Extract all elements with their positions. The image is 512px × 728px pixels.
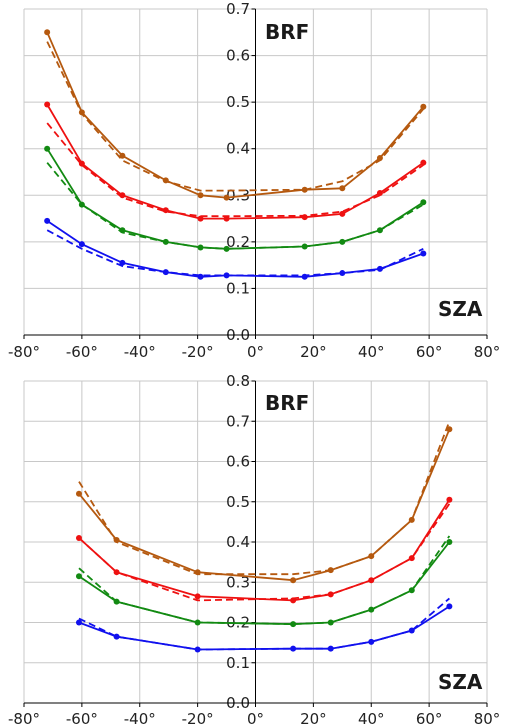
x-tick-label: 60° (416, 343, 443, 361)
series-line-5 (46, 162, 424, 250)
x-tick-label: 40° (358, 710, 385, 728)
y-tick-label: 0.5 (226, 93, 250, 111)
data-point (194, 593, 201, 600)
x-tick-label: -80° (8, 343, 40, 361)
x-tick-label: 60° (416, 710, 443, 728)
x-tick-label: 80° (474, 710, 501, 728)
y-axis-title: BRF (265, 391, 309, 415)
data-point (446, 496, 453, 503)
data-point (420, 250, 427, 257)
series-line-2 (46, 104, 424, 220)
y-tick-label: 0.5 (226, 493, 250, 511)
data-point (290, 645, 297, 652)
series-line-3 (78, 503, 451, 602)
x-tick-label: -20° (182, 343, 214, 361)
data-point (75, 490, 82, 497)
x-tick-label: 80° (474, 343, 501, 361)
data-point (44, 217, 51, 224)
data-point (446, 603, 453, 610)
y-tick-label: 0.7 (226, 412, 250, 430)
y-tick-label: 0.3 (226, 573, 250, 591)
data-point (197, 192, 204, 199)
x-tick-label: 0° (247, 710, 264, 728)
data-point (197, 244, 204, 251)
data-point (75, 573, 82, 580)
series-line-2 (78, 499, 451, 602)
data-point (446, 539, 453, 545)
data-point (420, 159, 427, 166)
y-tick-label: 0.4 (226, 140, 250, 158)
x-tick-label: -40° (124, 343, 156, 361)
data-point (290, 621, 297, 628)
series-line-0 (78, 428, 451, 582)
data-point (44, 29, 51, 36)
data-point (223, 194, 230, 201)
data-point (420, 103, 427, 110)
data-point (44, 145, 51, 152)
x-tick-label: -60° (66, 343, 98, 361)
series-line-7 (46, 229, 424, 277)
y-tick-label: 0.4 (226, 533, 250, 551)
data-point (119, 152, 126, 159)
y-tick-label: 0.8 (226, 372, 250, 390)
series-line-3 (46, 122, 424, 218)
y-tick-label: 0.7 (226, 0, 250, 18)
series-line-6 (78, 605, 450, 651)
x-tick-label: 40° (358, 343, 385, 361)
x-tick-label: -60° (66, 710, 98, 728)
x-tick-label: 20° (300, 343, 327, 361)
data-point (44, 101, 51, 108)
y-tick-label: 0.1 (226, 279, 250, 297)
series-line-4 (78, 541, 451, 625)
data-point (162, 207, 169, 214)
x-tick-label: -80° (8, 710, 40, 728)
data-point (420, 199, 427, 206)
data-point (78, 241, 85, 248)
data-point (376, 189, 383, 196)
chart-panel-top: -80° -60° -40° -20° 0° 20° 40° 60° 80°0.00.10.20… (8, 0, 500, 361)
series-line-0 (46, 31, 424, 199)
x-tick-label: -40° (124, 710, 156, 728)
y-tick-label: 0.1 (226, 654, 250, 672)
x-axis-title: SZA (438, 670, 483, 694)
series-line-1 (78, 420, 451, 576)
data-point (75, 619, 82, 626)
y-tick-label: 0.6 (226, 47, 250, 65)
x-tick-label: 0° (247, 343, 264, 361)
y-tick-label: 0.2 (226, 233, 250, 251)
x-tick-label: -20° (182, 710, 214, 728)
data-point (339, 185, 346, 192)
data-point (339, 210, 346, 217)
y-axis-title: BRF (265, 20, 309, 44)
y-tick-label: 0.6 (226, 453, 250, 471)
x-axis-title: SZA (438, 297, 483, 321)
x-tick-label: 20° (300, 710, 327, 728)
data-point (290, 577, 297, 584)
chart-panel-bottom: -80° -60° -40° -20° 0° 20° 40° 60° 80°0.00.10.20… (8, 372, 500, 728)
series-line-1 (46, 41, 424, 192)
series-line-7 (78, 597, 450, 651)
data-point (119, 259, 126, 266)
series-line-5 (78, 535, 451, 625)
